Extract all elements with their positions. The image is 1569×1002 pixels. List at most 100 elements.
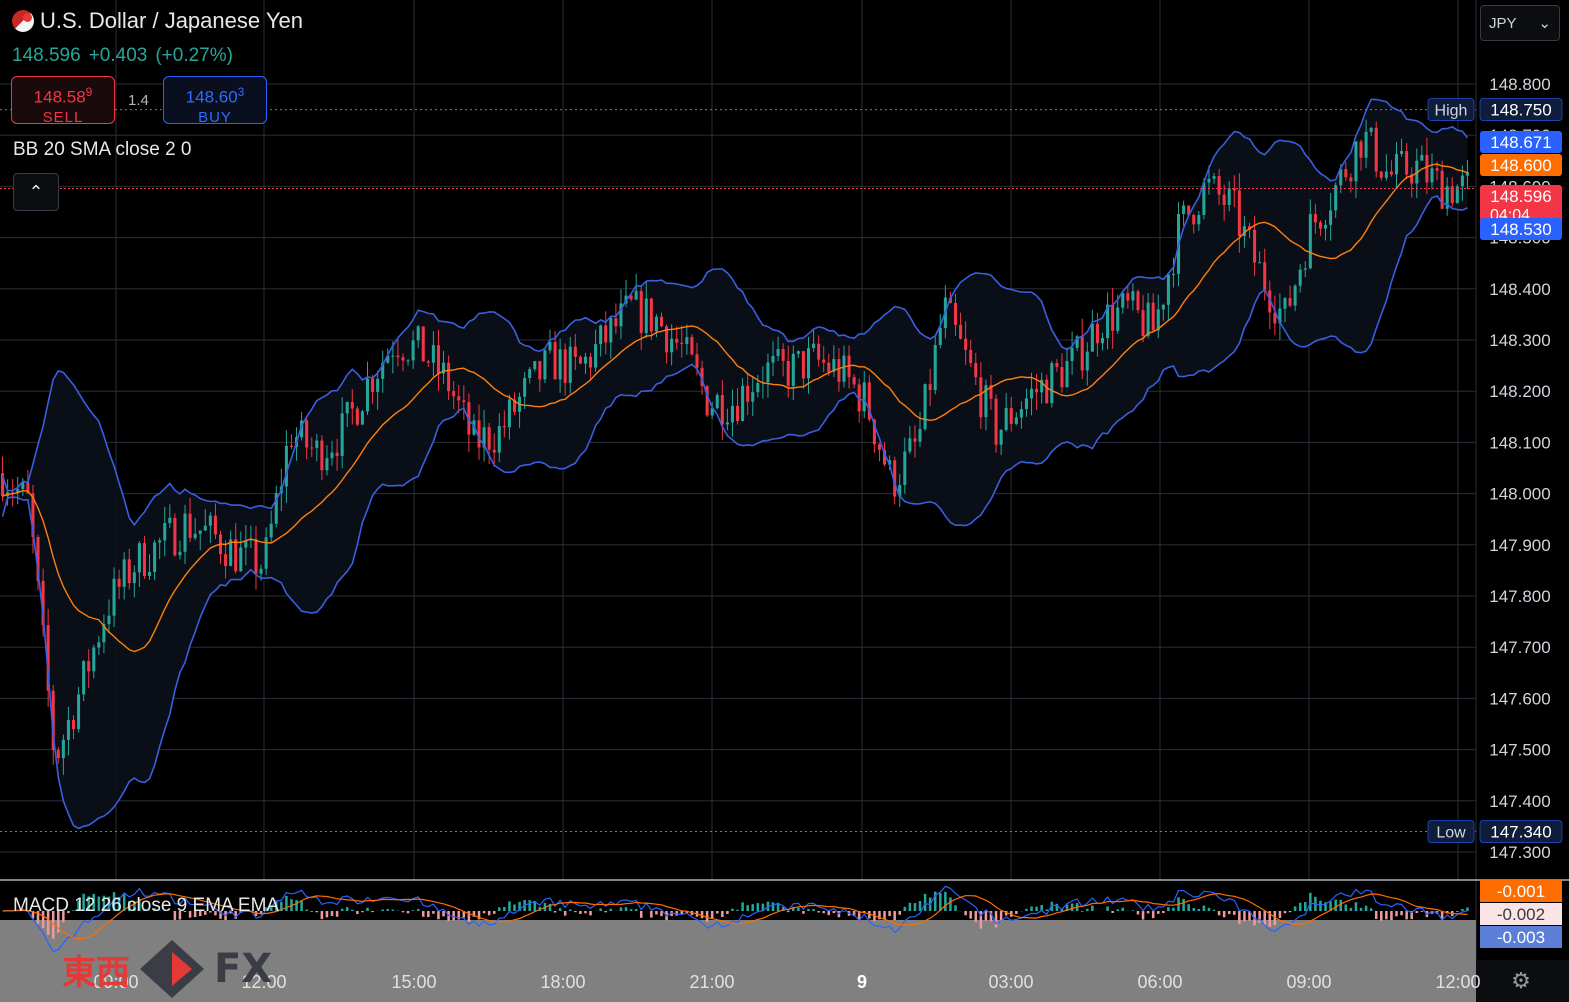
buy-button[interactable]: 148.603 BUY — [163, 76, 267, 126]
candle-body — [583, 356, 587, 364]
candle-body — [1030, 388, 1034, 399]
candle-body — [254, 539, 258, 574]
candle-body — [1450, 186, 1454, 204]
candle-body — [720, 394, 724, 425]
candle-body — [51, 690, 55, 750]
candle-body — [107, 615, 111, 625]
candle-body — [512, 399, 517, 412]
candle-body — [791, 353, 795, 386]
candle-body — [979, 377, 983, 418]
candle-body — [330, 452, 334, 459]
candle-body — [1288, 298, 1292, 306]
candle-body — [766, 362, 770, 383]
candle-body — [1126, 293, 1130, 301]
candle-body — [492, 449, 496, 453]
price-tick-label: 147.800 — [1489, 587, 1550, 606]
candle-body — [168, 517, 172, 523]
candle-body — [619, 303, 623, 327]
candle-body — [421, 326, 425, 362]
candle-body — [867, 382, 871, 420]
collapse-legend-button[interactable]: ⌃ — [13, 173, 59, 211]
bollinger-basis — [2, 163, 1468, 653]
candle-body — [386, 355, 390, 363]
watermark-kanji: 東西 — [62, 952, 130, 993]
bollinger-legend[interactable]: BB 20 SMA close 2 0 — [13, 139, 192, 160]
candle-body — [877, 444, 881, 450]
candle-body — [1354, 141, 1358, 182]
candle-body — [1161, 304, 1165, 310]
bollinger-fill — [2, 99, 1468, 829]
candle-body — [502, 426, 506, 428]
time-tick-label: 15:00 — [391, 972, 436, 992]
candle-body — [1410, 174, 1414, 184]
candle-body — [178, 551, 182, 556]
candle-body — [1369, 127, 1373, 132]
candle-body — [1166, 274, 1170, 305]
candle-body — [77, 694, 81, 730]
bollinger-lower — [1, 194, 1468, 830]
currency-selector[interactable]: JPY ⌄ — [1480, 5, 1560, 41]
candle-body — [1192, 214, 1196, 225]
candle-body — [639, 290, 643, 334]
candle-body — [249, 539, 253, 541]
candle-body — [827, 362, 831, 372]
price-tick-label: 148.100 — [1489, 433, 1550, 452]
candle-body — [148, 572, 152, 577]
time-axis[interactable]: 09:00 12:00 15:00 18:00 21:00 9 03:00 06:00 09:0… — [93, 972, 1480, 992]
candle-body — [1334, 185, 1338, 211]
time-tick-label: 09:00 — [93, 972, 138, 992]
candle-body — [16, 489, 20, 493]
candle-body — [229, 539, 233, 566]
candle-body — [1278, 308, 1282, 324]
price-tick-label: 147.400 — [1489, 792, 1550, 811]
symbol-title[interactable]: U.S. Dollar / Japanese Yen — [12, 8, 303, 34]
price-badge — [1480, 218, 1562, 240]
candle-body — [538, 361, 542, 380]
sell-button[interactable]: 148.589 SELL — [11, 76, 115, 126]
candle-body — [1009, 407, 1013, 424]
candle-body — [908, 438, 912, 452]
candle-body — [284, 445, 288, 487]
candle-body — [497, 426, 501, 453]
buy-label: BUY — [198, 108, 232, 126]
candle-body — [862, 382, 866, 412]
candle-body — [1065, 361, 1069, 388]
price-badge-text: 148.671 — [1490, 133, 1551, 152]
macd-legend[interactable]: MACD 12 26 close 9 EMA EMA — [13, 895, 280, 916]
price-badge-text: 148.750 — [1490, 101, 1551, 120]
candle-body — [447, 362, 451, 392]
candle-body — [609, 318, 613, 343]
candle-body — [806, 348, 811, 379]
candle-body — [1146, 302, 1150, 337]
candle-body — [589, 356, 593, 368]
candle-body — [675, 338, 679, 343]
candle-body — [66, 719, 70, 740]
price-badge-text: 148.530 — [1490, 220, 1551, 239]
candle-body — [477, 420, 481, 448]
candle-body — [989, 385, 993, 399]
candle-body — [888, 460, 892, 465]
candle-body — [959, 324, 963, 339]
candle-body — [376, 378, 380, 392]
candle-body — [1374, 127, 1378, 172]
price-axis[interactable]: 148.800148.700148.600148.500148.400148.3… — [1427, 75, 1563, 862]
candle-body — [756, 383, 760, 393]
candle-body — [371, 378, 375, 392]
candle-body — [350, 401, 354, 409]
candle-body — [1131, 291, 1135, 301]
candle-body — [193, 533, 197, 539]
candle-body — [852, 377, 856, 385]
candle-body — [1090, 323, 1094, 352]
candle-body — [801, 351, 805, 379]
candle-body — [659, 316, 664, 327]
candle-body — [426, 361, 430, 363]
chart-settings-gear-icon[interactable]: ⚙ — [1511, 968, 1531, 993]
candle-body — [1349, 177, 1353, 182]
candle-body — [533, 361, 537, 370]
candle-body — [1202, 182, 1206, 215]
broker-watermark-logo: 東西 FX — [62, 936, 272, 1002]
price-tick-label: 148.300 — [1489, 331, 1550, 350]
candle-body — [700, 367, 704, 387]
candle-body — [725, 422, 729, 425]
